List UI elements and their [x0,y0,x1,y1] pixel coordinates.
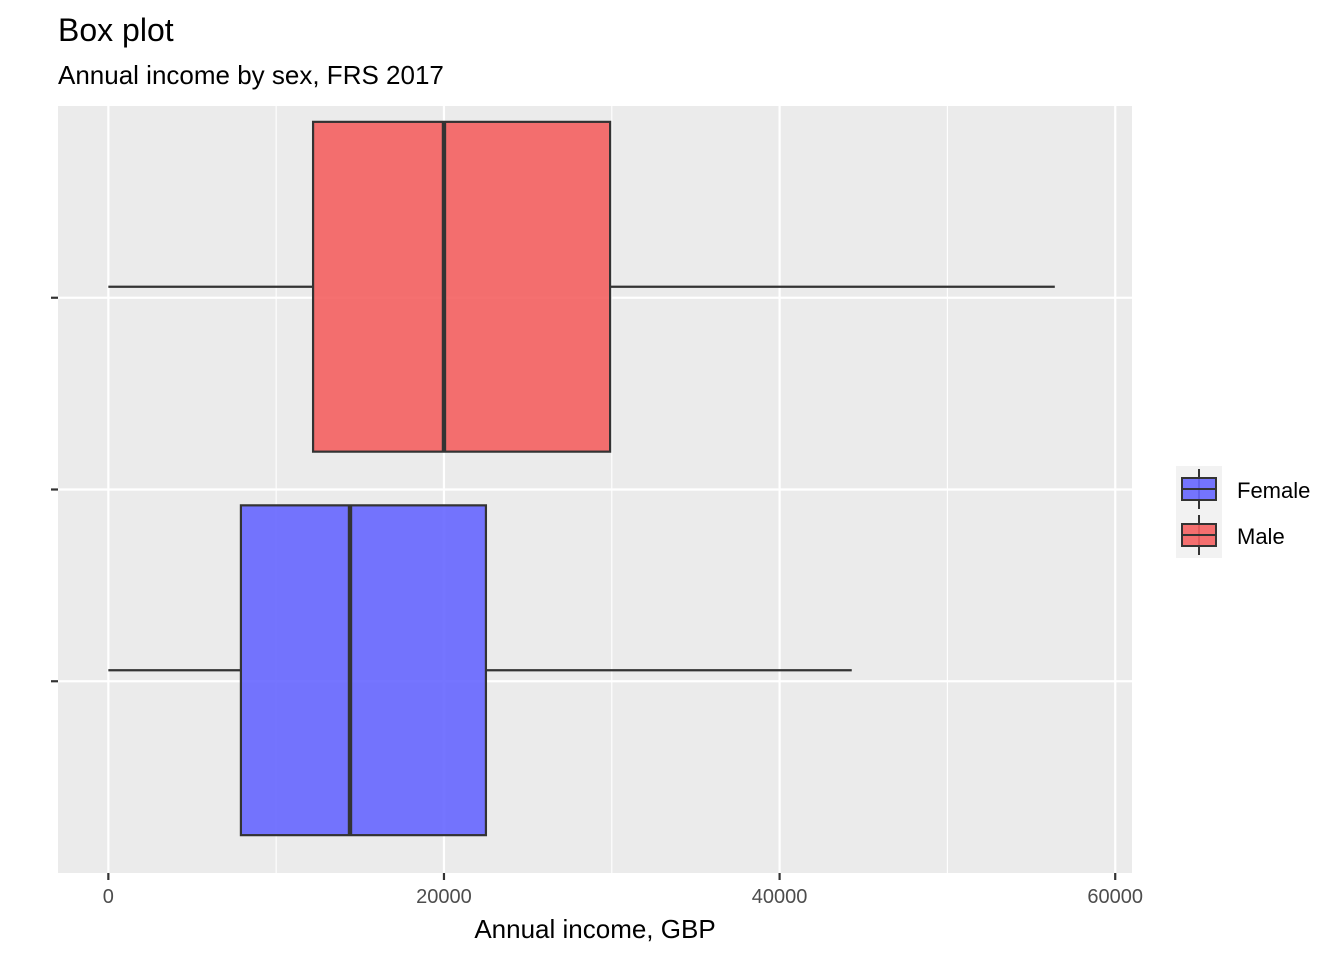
chart-title: Box plot [58,12,174,48]
box-female [108,504,852,837]
x-tick-label: 40000 [752,886,808,908]
x-tick-label: 20000 [416,886,472,908]
legend-keys [1181,469,1217,555]
x-axis-title: Annual income, GBP [474,914,715,944]
box-male [108,120,1055,453]
x-tick-label: 60000 [1087,886,1143,908]
y-axis-ticks [51,296,58,683]
legend-label-female: Female [1237,478,1310,503]
box-iqr [239,504,488,837]
x-axis-ticks: 0 20000 40000 60000 [103,873,1143,908]
legend-key-male [1181,515,1217,555]
box-iqr [311,120,612,453]
legend: Female Male [1176,466,1310,558]
legend-label-male: Male [1237,524,1285,549]
legend-key-female [1181,469,1217,509]
x-tick-label: 0 [103,886,114,908]
boxes [108,120,1055,837]
chart-subtitle: Annual income by sex, FRS 2017 [58,60,444,90]
